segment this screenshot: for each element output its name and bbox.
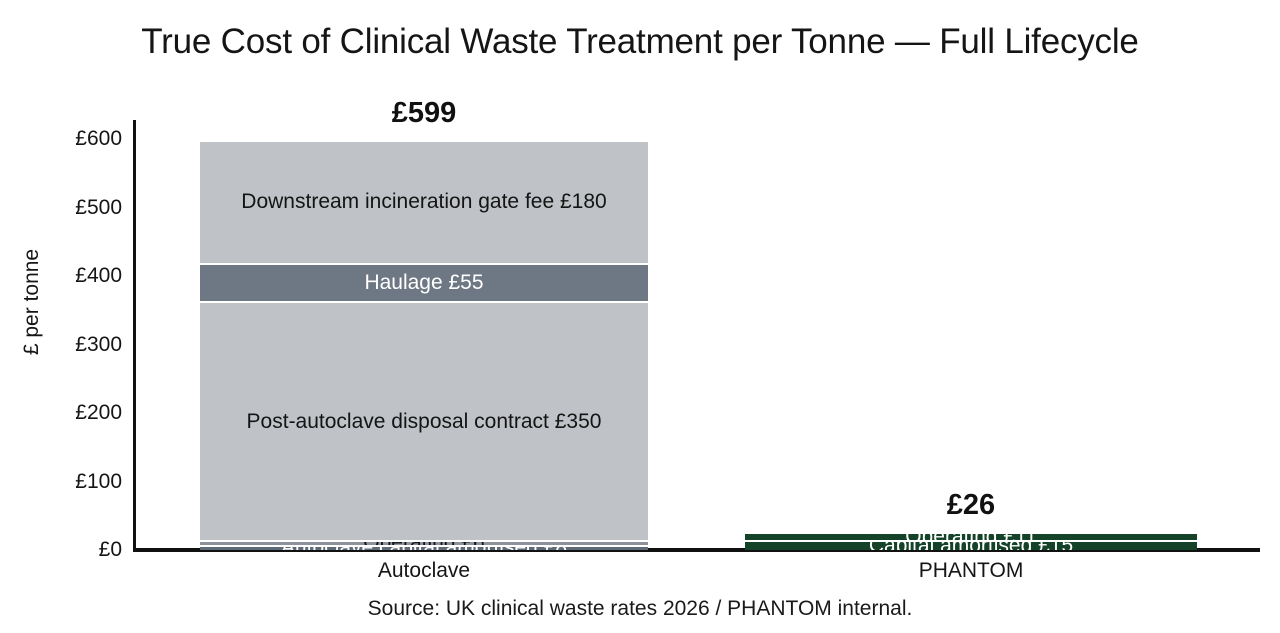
x-axis-line — [133, 548, 1260, 552]
bar-stack-autoclave: Autoclave capital amortised £8 Operating … — [200, 139, 648, 550]
bar-segment-label: Capital amortised £15 — [865, 542, 1077, 550]
bar-group-autoclave[interactable]: Autoclave capital amortised £8 Operating … — [200, 97, 648, 582]
y-axis-tick-500: £500 — [75, 195, 122, 219]
y-axis-tick-300: £300 — [75, 332, 122, 356]
bar-segment-label: Post-autoclave disposal contract £350 — [246, 409, 602, 433]
bar-segment-post-autoclave-disposal-contract[interactable]: Post-autoclave disposal contract £350 — [200, 300, 648, 541]
y-axis-tick-400: £400 — [75, 264, 122, 287]
plot-area: Autoclave capital amortised £8 Operating … — [133, 97, 1260, 582]
y-axis-line — [133, 120, 136, 551]
y-axis-tick-0: £0 — [98, 538, 122, 561]
x-axis-tick-autoclave: Autoclave — [377, 559, 471, 582]
y-axis-tick-600: £600 — [75, 127, 122, 150]
bar-total-label-phantom: £26 — [946, 489, 996, 522]
bar-segment-label: Operating £6 — [359, 542, 488, 544]
bar-segment-label: Operating £11 — [901, 534, 1041, 540]
bar-segment-capital-amortised[interactable]: Capital amortised £15 — [745, 539, 1197, 550]
source-note: Source: UK clinical waste rates 2026 / P… — [367, 597, 913, 620]
bar-segment-operating[interactable]: Operating £11 — [745, 532, 1197, 540]
x-axis-tick-phantom: PHANTOM — [918, 559, 1024, 582]
y-axis-tick-200: £200 — [75, 401, 122, 424]
bar-segment-autoclave-capital-amortised[interactable]: Autoclave capital amortised £8 — [200, 544, 648, 550]
y-axis-tick-100: £100 — [75, 469, 122, 493]
bar-segment-operating[interactable]: Operating £6 — [200, 540, 648, 545]
bar-segment-label: Downstream incineration gate fee £180 — [241, 190, 607, 214]
bar-total-label-autoclave: £599 — [391, 96, 457, 129]
bar-stack-phantom: Capital amortised £15 Operating £11 — [745, 532, 1197, 550]
bar-segment-label: Haulage £55 — [364, 270, 484, 294]
bar-segment-downstream-incineration-gate-fee[interactable]: Downstream incineration gate fee £180 — [200, 139, 648, 263]
bar-segment-label: Autoclave capital amortised £8 — [277, 547, 571, 550]
bar-segment-haulage[interactable]: Haulage £55 — [200, 263, 648, 301]
bar-group-phantom[interactable]: Capital amortised £15 Operating £11 £26 PHA… — [745, 139, 1197, 582]
page-title: True Cost of Clinical Waste Treatment pe… — [141, 22, 1139, 61]
